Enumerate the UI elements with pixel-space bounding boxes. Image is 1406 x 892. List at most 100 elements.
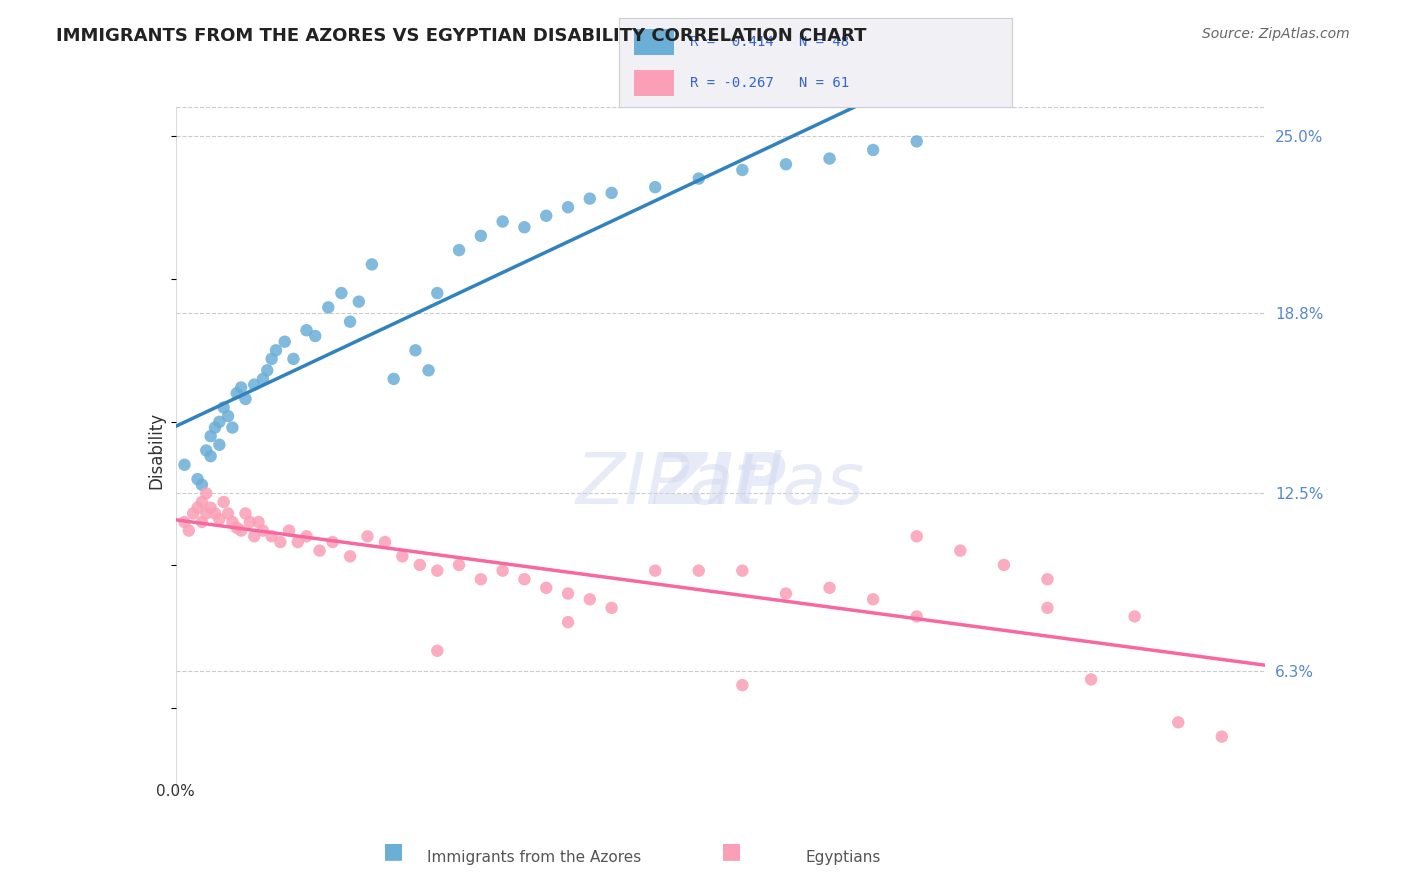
- Point: [231, 524, 253, 538]
- Point: [208, 438, 231, 452]
- Point: [243, 377, 266, 392]
- Point: [688, 171, 710, 186]
- Point: [382, 372, 405, 386]
- Point: [231, 380, 253, 394]
- Point: [492, 564, 515, 578]
- Point: [330, 286, 353, 301]
- Point: [374, 535, 396, 549]
- Point: [204, 507, 226, 521]
- Point: [418, 363, 440, 377]
- Text: Source: ZipAtlas.com: Source: ZipAtlas.com: [1202, 27, 1350, 41]
- Point: [447, 558, 470, 572]
- Text: 0.0%: 0.0%: [156, 783, 195, 798]
- Point: [731, 163, 754, 178]
- Point: [186, 472, 209, 486]
- Text: ZIP: ZIP: [654, 450, 787, 519]
- Point: [173, 458, 195, 472]
- FancyBboxPatch shape: [634, 29, 673, 55]
- Point: [260, 529, 283, 543]
- Point: [225, 521, 247, 535]
- Point: [304, 329, 326, 343]
- Point: [356, 529, 378, 543]
- Text: Immigrants from the Azores: Immigrants from the Azores: [427, 850, 641, 865]
- Point: [1123, 609, 1146, 624]
- Point: [308, 543, 330, 558]
- Point: [513, 572, 536, 586]
- Point: [295, 529, 318, 543]
- Point: [644, 180, 666, 194]
- Point: [191, 515, 214, 529]
- Point: [513, 220, 536, 235]
- Point: [557, 615, 579, 630]
- Point: [405, 343, 427, 358]
- Text: ■: ■: [721, 841, 741, 861]
- Point: [688, 564, 710, 578]
- Point: [235, 507, 257, 521]
- Point: [862, 592, 884, 607]
- Point: [177, 524, 200, 538]
- Point: [208, 415, 231, 429]
- Point: [426, 644, 449, 658]
- Point: [212, 401, 235, 415]
- Point: [1036, 600, 1059, 615]
- Point: [644, 564, 666, 578]
- Text: Egyptians: Egyptians: [806, 850, 882, 865]
- Point: [264, 343, 287, 358]
- Point: [247, 515, 270, 529]
- FancyBboxPatch shape: [634, 70, 673, 96]
- Point: [1211, 730, 1233, 744]
- Point: [200, 449, 222, 463]
- Point: [600, 186, 623, 200]
- Point: [287, 535, 309, 549]
- Point: [221, 420, 243, 434]
- Point: [579, 592, 602, 607]
- Point: [225, 386, 247, 401]
- Point: [295, 323, 318, 337]
- Point: [731, 564, 754, 578]
- Text: ZIPatlas: ZIPatlas: [576, 450, 865, 519]
- Point: [274, 334, 297, 349]
- Point: [252, 372, 274, 386]
- Point: [195, 443, 218, 458]
- Point: [818, 152, 841, 166]
- Point: [1080, 673, 1102, 687]
- Point: [283, 351, 305, 366]
- Point: [905, 609, 928, 624]
- Point: [426, 564, 449, 578]
- Point: [339, 549, 361, 564]
- Point: [256, 363, 278, 377]
- Point: [200, 500, 222, 515]
- Point: [579, 192, 602, 206]
- Point: [243, 529, 266, 543]
- Point: [347, 294, 370, 309]
- Point: [217, 507, 239, 521]
- Point: [318, 301, 340, 315]
- Point: [252, 524, 274, 538]
- Point: [191, 495, 214, 509]
- Point: [447, 243, 470, 257]
- Point: [905, 135, 928, 149]
- Point: [260, 351, 283, 366]
- Point: [191, 478, 214, 492]
- Point: [534, 209, 557, 223]
- Point: [391, 549, 413, 564]
- Point: [204, 420, 226, 434]
- Point: [339, 315, 361, 329]
- Point: [818, 581, 841, 595]
- Point: [217, 409, 239, 424]
- Point: [278, 524, 301, 538]
- Point: [322, 535, 344, 549]
- Point: [993, 558, 1015, 572]
- Point: [775, 586, 797, 600]
- Point: [949, 543, 972, 558]
- Text: R = -0.267   N = 61: R = -0.267 N = 61: [689, 76, 849, 90]
- Point: [600, 600, 623, 615]
- Point: [557, 586, 579, 600]
- Point: [492, 214, 515, 228]
- Point: [200, 429, 222, 443]
- Point: [534, 581, 557, 595]
- Point: [862, 143, 884, 157]
- Point: [212, 495, 235, 509]
- Point: [181, 507, 204, 521]
- Point: [235, 392, 257, 406]
